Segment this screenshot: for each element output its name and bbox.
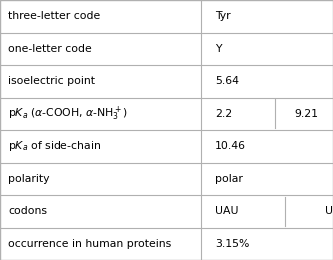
Text: 2.2: 2.2 [215,109,232,119]
Text: one-letter code: one-letter code [8,44,92,54]
Text: p$K_a$ of side-chain: p$K_a$ of side-chain [8,139,102,153]
Text: Y: Y [215,44,221,54]
Text: codons: codons [8,206,47,216]
Text: Tyr: Tyr [215,11,230,21]
Text: 10.46: 10.46 [215,141,246,151]
Text: 5.64: 5.64 [215,76,239,86]
Text: UAC: UAC [325,206,333,216]
Text: 3.15%: 3.15% [215,239,249,249]
Text: three-letter code: three-letter code [8,11,101,21]
Text: polarity: polarity [8,174,50,184]
Text: occurrence in human proteins: occurrence in human proteins [8,239,171,249]
Text: 9.21: 9.21 [295,109,319,119]
Text: UAU: UAU [215,206,238,216]
Text: isoelectric point: isoelectric point [8,76,95,86]
Text: p$K_a$ ($\alpha$-COOH, $\alpha$-NH$_3^+$): p$K_a$ ($\alpha$-COOH, $\alpha$-NH$_3^+$… [8,105,128,123]
Text: polar: polar [215,174,243,184]
